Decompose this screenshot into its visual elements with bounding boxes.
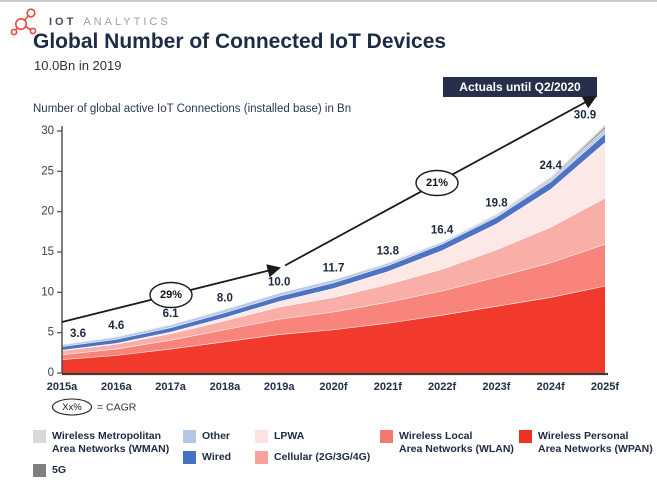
legend-item-wman: Wireless Metropolitan Area Networks (WMAN… bbox=[33, 430, 169, 456]
page-subtitle: 10.0Bn in 2019 bbox=[34, 58, 122, 73]
legend-swatch-wman bbox=[33, 430, 46, 443]
x-axis-tick-label: 2022f bbox=[428, 381, 456, 393]
legend: Wireless Metropolitan Area Networks (WMAN… bbox=[0, 430, 657, 480]
y-axis-tick-label: 20 bbox=[41, 206, 54, 218]
area-lpwa bbox=[62, 142, 605, 351]
logo-text: IOT ANALYTICS bbox=[49, 16, 171, 28]
y-axis-tick-label: 0 bbox=[48, 367, 54, 379]
total-data-label: 13.8 bbox=[377, 246, 400, 258]
legend-swatch-wired bbox=[183, 451, 196, 464]
x-axis-tick-label: 2025f bbox=[591, 381, 619, 393]
legend-item-5g: 5G bbox=[33, 464, 169, 477]
actuals-badge: Actuals until Q2/2020 bbox=[443, 77, 597, 97]
legend-swatch-cellular bbox=[255, 451, 268, 464]
legend-label: Wired bbox=[202, 451, 232, 463]
footnote-oval bbox=[51, 398, 93, 416]
legend-swatch-lpwa bbox=[255, 430, 268, 443]
legend-item-other: Other bbox=[183, 430, 231, 443]
legend-column: LPWA Cellular (2G/3G/4G) bbox=[255, 430, 370, 472]
total-data-label: 8.0 bbox=[217, 292, 233, 304]
legend-column: Wireless Personal Area Networks (WPAN) bbox=[519, 430, 653, 464]
legend-label: Other bbox=[202, 430, 231, 442]
legend-column: Wireless Metropolitan Area Networks (WMAN… bbox=[33, 430, 169, 483]
y-axis-tick-label: 15 bbox=[41, 246, 54, 258]
cagr-oval-second bbox=[415, 169, 459, 197]
x-axis-tick-label: 2016a bbox=[101, 381, 132, 393]
legend-item-lpwa: LPWA bbox=[255, 430, 370, 443]
axis-caption: Number of global active IoT Connections … bbox=[33, 103, 352, 115]
logo-text-analytics: ANALYTICS bbox=[83, 16, 171, 28]
x-axis-tick-label: 2024f bbox=[537, 381, 565, 393]
total-data-label: 3.6 bbox=[70, 328, 86, 340]
footnote-text: = CAGR bbox=[97, 402, 137, 414]
legend-swatch-other bbox=[183, 430, 196, 443]
legend-item-cellular: Cellular (2G/3G/4G) bbox=[255, 451, 370, 464]
legend-label: 5G bbox=[52, 464, 67, 476]
total-data-label: 19.8 bbox=[485, 197, 508, 209]
legend-item-wlan: Wireless Local Area Networks (WLAN) bbox=[380, 430, 514, 456]
y-axis-tick-label: 30 bbox=[41, 125, 54, 137]
total-data-label: 4.6 bbox=[108, 320, 124, 332]
legend-label: Cellular (2G/3G/4G) bbox=[274, 451, 371, 463]
x-axis-tick-label: 2021f bbox=[374, 381, 402, 393]
y-axis-tick-label: 25 bbox=[41, 165, 54, 177]
total-data-label: 16.4 bbox=[431, 225, 454, 237]
legend-swatch-wpan bbox=[519, 430, 532, 443]
legend-label: Wireless Local Area Networks (WLAN) bbox=[399, 430, 514, 455]
cagr-oval-second-label: 21% bbox=[426, 177, 448, 189]
footnote-oval-label: Xx% bbox=[62, 402, 82, 413]
logo-text-iot: IOT bbox=[49, 16, 77, 28]
legend-swatch-wlan bbox=[380, 430, 393, 443]
x-axis-tick-label: 2017a bbox=[155, 381, 186, 393]
x-axis-tick-label: 2023f bbox=[482, 381, 510, 393]
top-divider bbox=[0, 0, 657, 2]
total-data-label: 10.0 bbox=[268, 276, 290, 288]
x-axis-tick-label: 2019a bbox=[264, 381, 295, 393]
total-data-label: 11.7 bbox=[323, 263, 345, 275]
cagr-oval-first bbox=[149, 281, 193, 309]
legend-column: Other Wired bbox=[183, 430, 231, 472]
total-data-label: 24.4 bbox=[540, 160, 563, 172]
total-data-label: 6.1 bbox=[163, 308, 180, 320]
legend-item-wpan: Wireless Personal Area Networks (WPAN) bbox=[519, 430, 653, 456]
area-wlan bbox=[62, 243, 605, 360]
legend-label: Wireless Metropolitan Area Networks (WMAN… bbox=[52, 430, 170, 455]
x-axis-tick-label: 2018a bbox=[210, 381, 241, 393]
y-axis-tick-label: 5 bbox=[48, 327, 54, 339]
page-title: Global Number of Connected IoT Devices bbox=[33, 30, 447, 53]
legend-label: Wireless Personal Area Networks (WPAN) bbox=[538, 430, 653, 455]
x-axis-tick-label: 2020f bbox=[319, 381, 347, 393]
total-data-label: 30.9 bbox=[574, 110, 596, 122]
x-axis-tick-label: 2015a bbox=[47, 381, 78, 393]
legend-column: Wireless Local Area Networks (WLAN) bbox=[380, 430, 514, 464]
y-axis-tick-label: 10 bbox=[41, 286, 54, 298]
area-cellular bbox=[62, 197, 605, 355]
legend-item-wired: Wired bbox=[183, 451, 231, 464]
legend-swatch-5g bbox=[33, 464, 46, 477]
logo: IOT ANALYTICS bbox=[10, 7, 171, 37]
cagr-oval-first-label: 29% bbox=[160, 289, 182, 301]
logo-network-icon bbox=[10, 8, 37, 36]
legend-label: LPWA bbox=[274, 430, 305, 442]
area-separator-wman bbox=[61, 123, 606, 345]
